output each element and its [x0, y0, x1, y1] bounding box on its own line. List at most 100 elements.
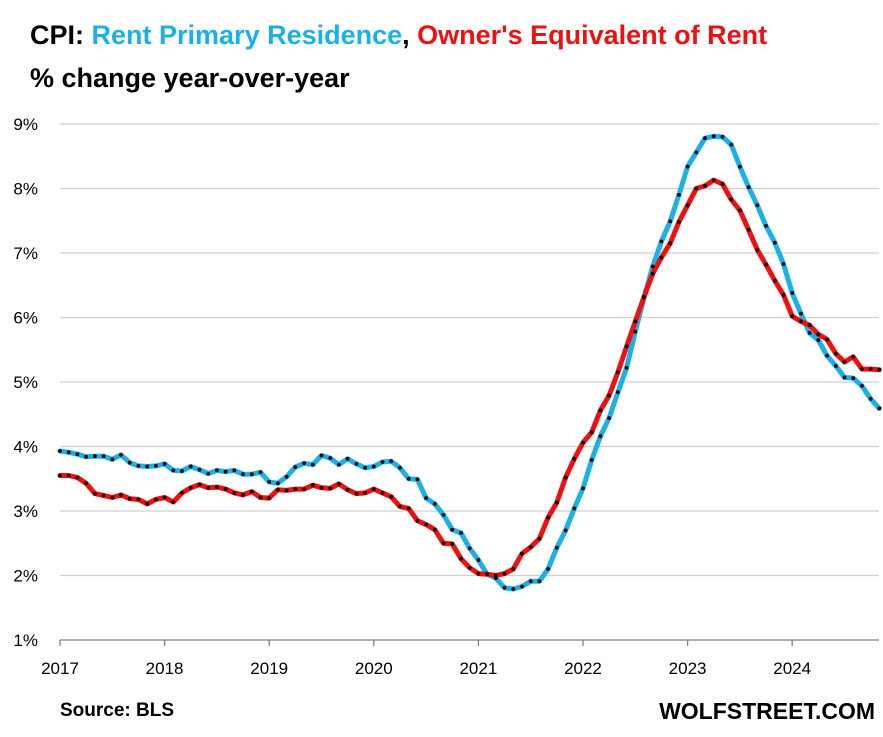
data-point-oer [624, 344, 629, 349]
data-point-oer [154, 497, 158, 502]
data-point-rent [816, 338, 821, 342]
data-point-oer [389, 494, 394, 499]
data-point-oer [825, 337, 829, 342]
data-point-oer [110, 495, 115, 500]
data-point-oer [877, 367, 882, 372]
data-point-rent [502, 585, 507, 590]
data-point-rent [650, 264, 655, 269]
data-point-oer [84, 481, 88, 486]
data-point-oer [511, 567, 516, 571]
data-point-rent [685, 164, 690, 169]
data-point-oer [75, 475, 80, 480]
data-point-rent [337, 462, 341, 467]
data-point-rent [136, 464, 141, 468]
data-point-rent [154, 464, 158, 468]
data-point-oer [145, 502, 150, 506]
data-point-oer [581, 440, 585, 445]
data-point-oer [93, 491, 97, 496]
data-point-oer [650, 271, 655, 276]
data-point-rent [528, 579, 533, 584]
data-point-oer [354, 491, 359, 496]
data-point-rent [554, 545, 559, 550]
data-point-rent [188, 464, 193, 469]
data-point-oer [197, 482, 202, 487]
data-point-rent [398, 465, 402, 470]
data-point-oer [598, 408, 603, 413]
data-point-rent [267, 480, 272, 484]
data-point-rent [110, 457, 115, 462]
data-point-rent [371, 464, 376, 469]
data-point-rent [424, 496, 428, 500]
data-point-oer [738, 208, 742, 213]
data-point-oer [232, 491, 237, 495]
data-point-rent [493, 576, 498, 580]
x-tick-label: 2023 [669, 659, 707, 678]
data-point-oer [711, 178, 716, 183]
data-point-oer [284, 488, 289, 493]
data-point-oer [101, 493, 106, 498]
data-point-oer [136, 497, 141, 502]
data-point-oer [729, 197, 734, 202]
data-point-rent [624, 365, 629, 370]
data-point-rent [563, 528, 568, 533]
x-tick-label: 2024 [773, 659, 811, 678]
y-tick-label: 4% [13, 438, 38, 457]
data-point-rent [467, 546, 472, 551]
data-point-oer [799, 319, 803, 324]
data-point-oer [171, 500, 176, 504]
data-point-rent [302, 461, 306, 466]
data-point-rent [546, 567, 550, 571]
data-point-rent [162, 462, 167, 466]
x-tick-label: 2019 [250, 659, 288, 678]
data-point-rent [842, 375, 847, 380]
data-point-rent [860, 384, 864, 388]
data-point-oer [563, 475, 568, 480]
data-point-rent [380, 460, 385, 464]
data-point-rent [790, 291, 795, 295]
data-point-rent [171, 468, 176, 473]
data-point-oer [302, 487, 306, 491]
data-point-oer [162, 495, 167, 500]
data-point-oer [241, 493, 245, 497]
data-point-rent [607, 416, 611, 420]
data-point-oer [842, 360, 847, 364]
data-point-oer [685, 203, 690, 208]
x-tick-label: 2021 [459, 659, 497, 678]
data-point-rent [276, 481, 280, 486]
y-tick-label: 7% [13, 244, 38, 263]
data-point-rent [432, 502, 437, 506]
data-point-oer [659, 255, 664, 260]
data-point-oer [755, 247, 760, 252]
data-point-oer [432, 527, 437, 532]
data-point-rent [537, 579, 542, 584]
data-point-oer [258, 495, 263, 500]
data-point-oer [363, 491, 367, 495]
data-point-oer [310, 483, 315, 488]
y-tick-label: 2% [13, 567, 38, 586]
data-point-rent [851, 376, 856, 380]
data-point-rent [772, 240, 777, 245]
series-markers [58, 134, 882, 591]
data-point-rent [223, 469, 228, 474]
data-point-oer [493, 573, 498, 578]
data-point-oer [772, 278, 777, 283]
data-point-oer [833, 351, 838, 356]
data-point-rent [75, 452, 80, 457]
data-point-rent [598, 434, 603, 439]
data-point-rent [84, 454, 88, 459]
data-point-oer [450, 542, 455, 546]
data-point-oer [215, 485, 219, 489]
data-point-oer [406, 506, 411, 511]
data-point-rent [284, 474, 289, 479]
data-point-rent [345, 456, 350, 461]
data-point-oer [807, 323, 812, 328]
x-axis-tick-labels: 2017 2018 2019 2020 2021 2022 2023 2024 [41, 659, 811, 678]
data-point-oer [119, 493, 123, 497]
data-point-rent [799, 311, 803, 316]
data-point-rent [668, 219, 673, 224]
data-point-oer [424, 522, 428, 527]
data-point-rent [232, 468, 237, 473]
data-point-oer [633, 319, 638, 324]
data-point-rent [520, 584, 524, 589]
data-point-rent [328, 456, 333, 460]
